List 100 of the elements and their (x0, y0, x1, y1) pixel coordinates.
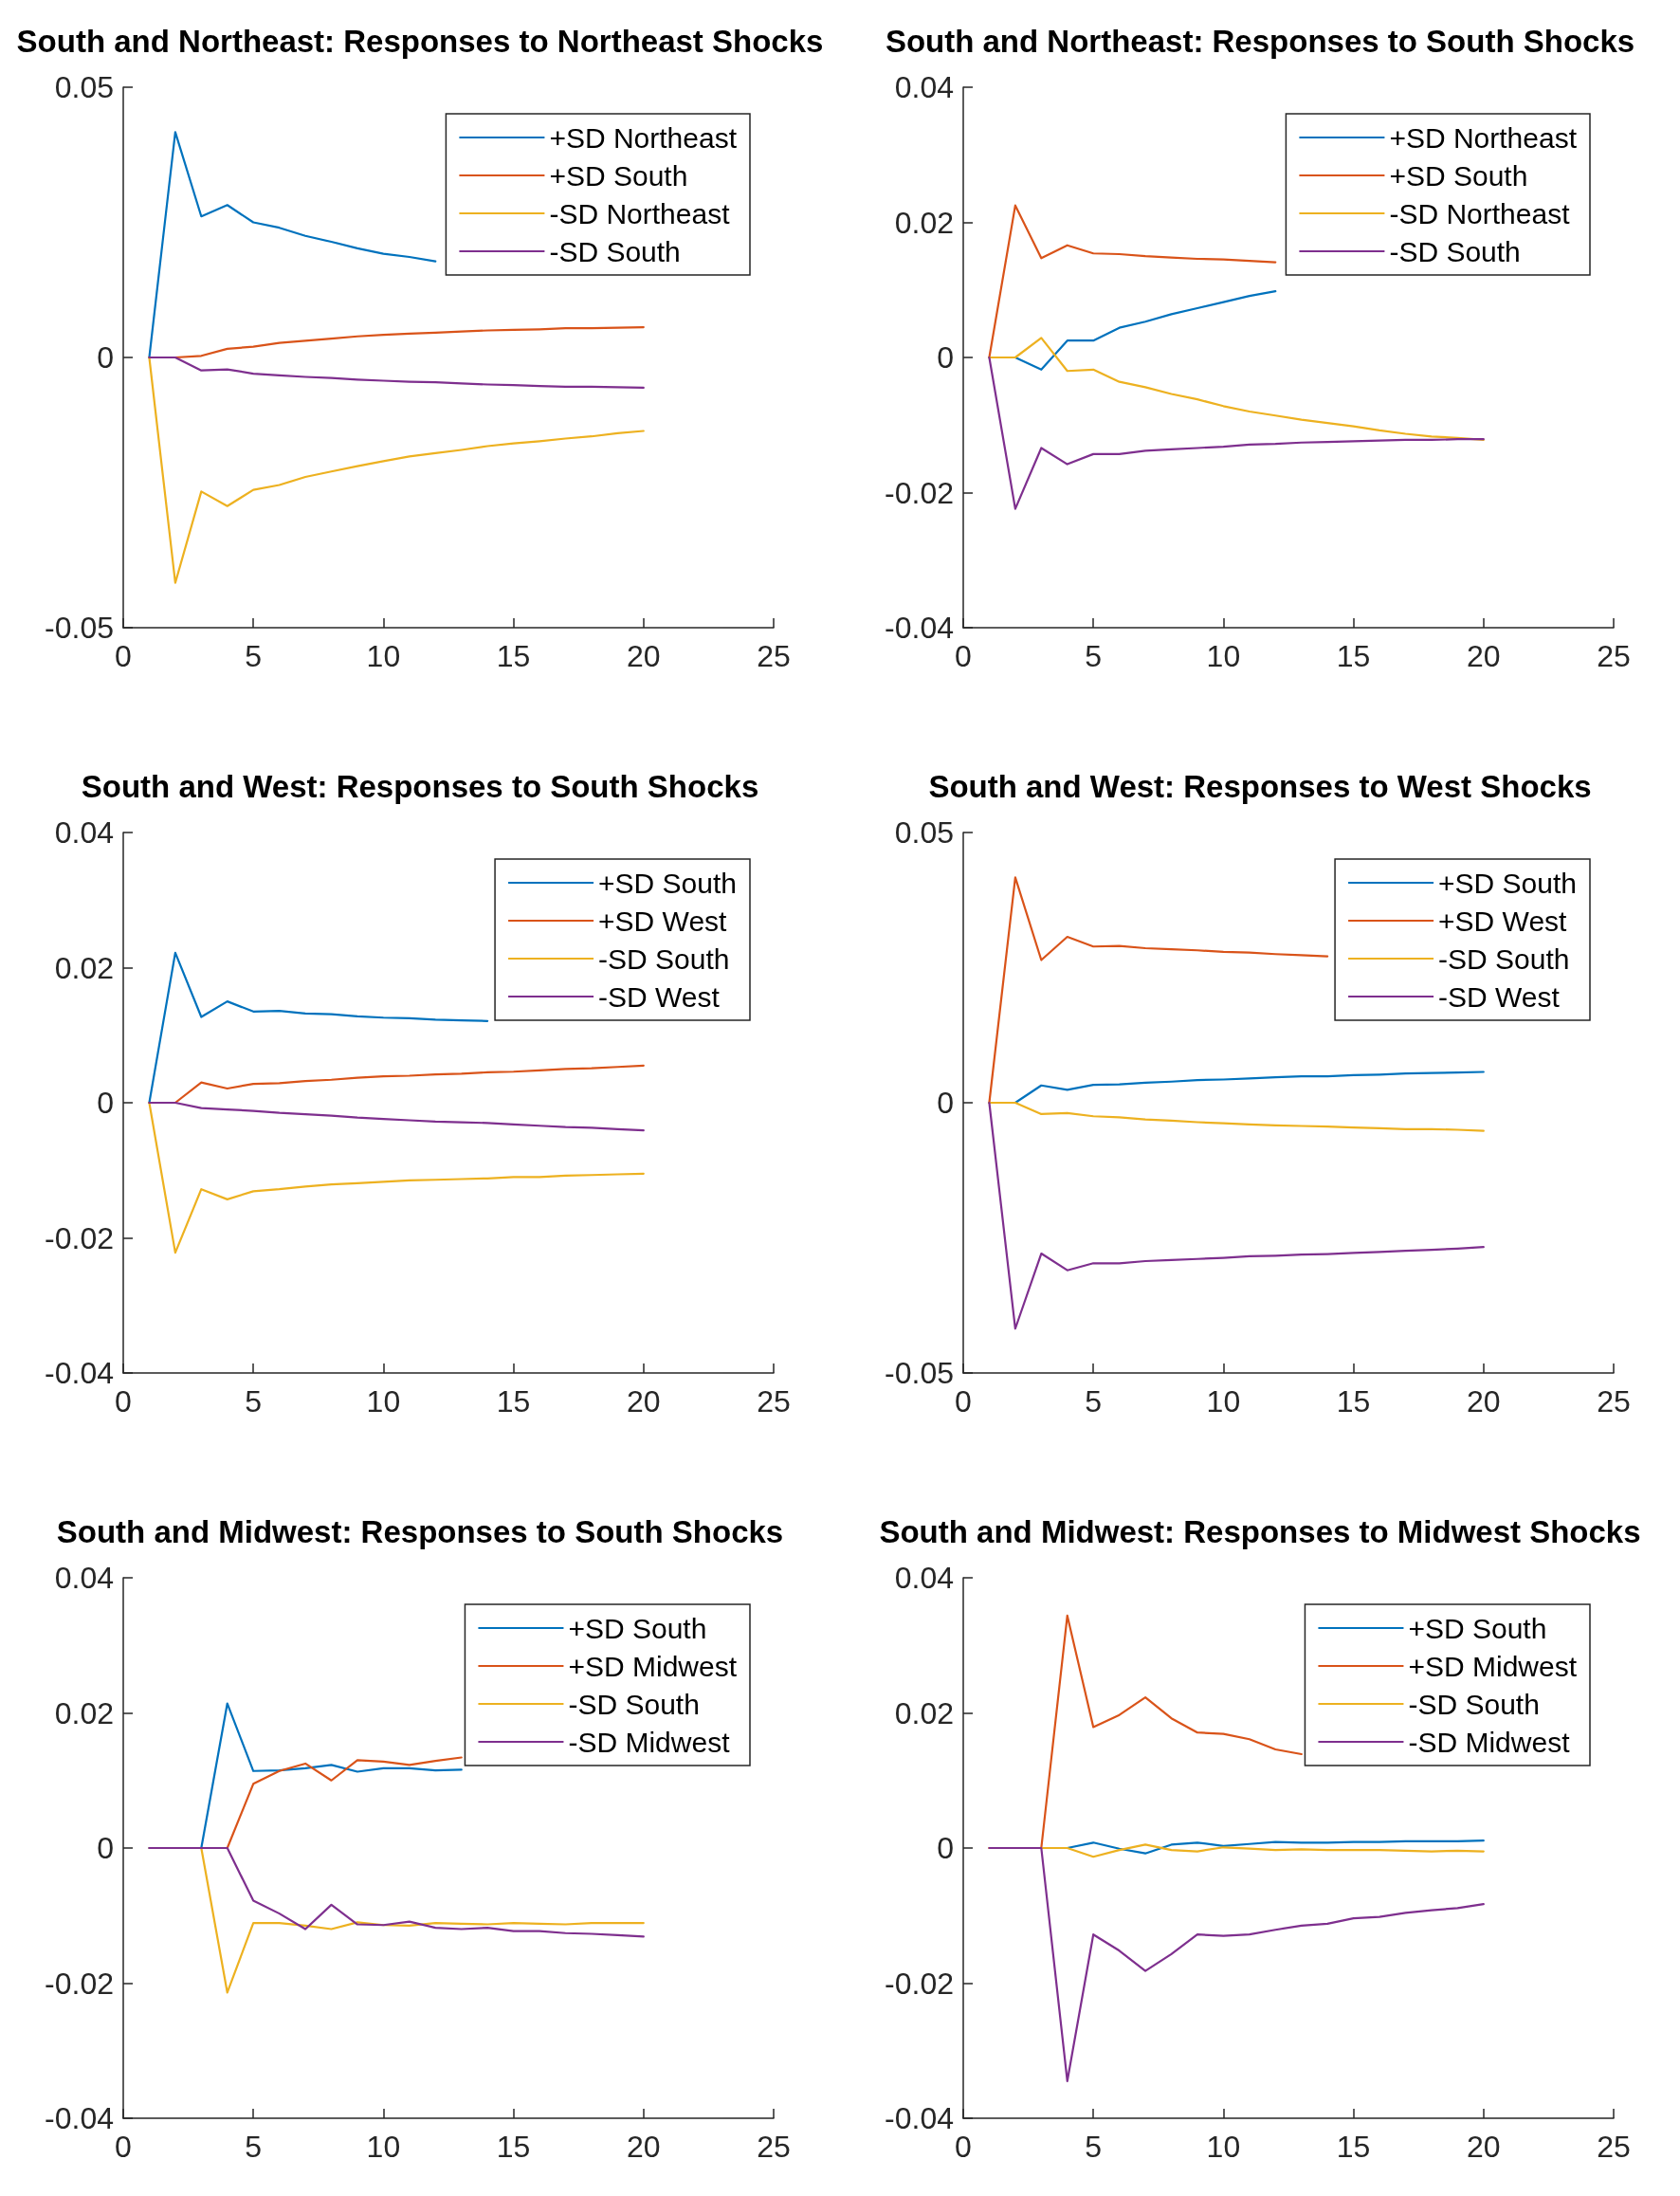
legend-label: +SD South (1389, 159, 1528, 192)
y-tick-label: -0.02 (885, 1966, 954, 2001)
x-tick-label: 10 (366, 1384, 401, 1418)
y-tick-label: -0.02 (45, 1220, 114, 1255)
x-tick-label: 15 (1336, 1384, 1371, 1418)
legend-label: -SD West (1438, 980, 1561, 1013)
y-tick-label: -0.05 (885, 1356, 954, 1390)
y-tick-label: 0 (97, 1831, 114, 1865)
legend-label: +SD South (598, 867, 738, 899)
legend-label: -SD South (549, 235, 681, 267)
y-tick-label: 0 (97, 1086, 114, 1120)
x-tick-label: 10 (366, 639, 401, 673)
line-series (148, 1846, 645, 1938)
legend-label: -SD Northeast (549, 197, 731, 229)
chart-title: South and West: Responses to West Shocks (928, 769, 1592, 804)
x-tick-label: 20 (1467, 639, 1501, 673)
y-tick-label: 0.02 (54, 950, 114, 985)
x-tick-label: 10 (366, 2130, 401, 2164)
legend-label: +SD South (549, 159, 688, 192)
line-series (148, 1101, 645, 1254)
legend-label: -SD Midwest (1408, 1726, 1571, 1758)
y-tick-label: 0.02 (54, 1695, 114, 1730)
line-series (988, 1101, 1485, 1132)
chart-title: South and Midwest: Responses to Midwest Shocks (879, 1514, 1641, 1549)
legend-label: -SD Midwest (568, 1726, 731, 1758)
x-tick-label: 20 (627, 2130, 661, 2164)
chart-title: South and West: Responses to South Shocks (81, 769, 759, 804)
x-tick-label: 15 (496, 1384, 531, 1418)
y-tick-label: 0 (937, 340, 954, 375)
legend-label: +SD West (1438, 905, 1568, 937)
y-tick-label: 0.02 (894, 1695, 954, 1730)
y-tick-label: 0.04 (894, 70, 954, 104)
y-tick-label: -0.04 (885, 611, 954, 645)
line-series (988, 356, 1485, 510)
y-tick-label: -0.04 (45, 2101, 114, 2135)
x-tick-label: 5 (1085, 639, 1103, 673)
x-tick-label: 25 (1597, 639, 1631, 673)
x-tick-label: 25 (1597, 1384, 1631, 1418)
y-tick-label: -0.04 (885, 2101, 954, 2135)
x-tick-label: 10 (1206, 639, 1241, 673)
legend-label: +SD Northeast (549, 121, 738, 154)
y-tick-label: -0.02 (45, 1966, 114, 2001)
y-tick-label: 0 (937, 1086, 954, 1120)
y-tick-label: 0.05 (894, 815, 954, 850)
chart-title: South and Northeast: Responses to South Shocks (885, 24, 1635, 59)
x-tick-label: 15 (496, 639, 531, 673)
legend-label: +SD Midwest (1408, 1650, 1578, 1682)
y-tick-label: -0.02 (885, 475, 954, 510)
x-tick-label: 5 (1085, 2130, 1103, 2164)
y-tick-label: 0.04 (54, 815, 114, 850)
line-series (988, 1101, 1485, 1330)
line-series (148, 356, 645, 390)
x-tick-label: 15 (1336, 2130, 1371, 2164)
chart-title: South and Midwest: Responses to South Shocks (56, 1514, 784, 1549)
x-tick-label: 20 (1467, 2130, 1501, 2164)
x-tick-label: 15 (1336, 639, 1371, 673)
x-tick-label: 25 (757, 1384, 791, 1418)
line-series (988, 1846, 1485, 2082)
legend-label: -SD South (1438, 942, 1570, 975)
legend-label: +SD South (568, 1612, 707, 1644)
x-tick-label: 25 (1597, 2130, 1631, 2164)
legend-label: +SD West (598, 905, 728, 937)
legend-label: +SD South (1408, 1612, 1547, 1644)
y-tick-label: 0 (937, 1831, 954, 1865)
line-series (148, 131, 437, 359)
line-series (148, 1101, 645, 1132)
legend-label: +SD Midwest (568, 1650, 738, 1682)
legend-label: -SD Northeast (1389, 197, 1571, 229)
y-tick-label: 0 (97, 340, 114, 375)
y-tick-label: 0.04 (894, 1561, 954, 1595)
x-tick-label: 15 (496, 2130, 531, 2164)
legend-label: +SD Northeast (1389, 121, 1578, 154)
chart-title: South and Northeast: Responses to Northeast Shocks (16, 24, 824, 59)
x-tick-label: 20 (627, 1384, 661, 1418)
x-tick-label: 25 (757, 639, 791, 673)
y-tick-label: 0.05 (54, 70, 114, 104)
legend-label: -SD South (1389, 235, 1521, 267)
x-tick-label: 25 (757, 2130, 791, 2164)
line-series (148, 951, 489, 1105)
legend-label: -SD South (1408, 1688, 1540, 1720)
x-tick-label: 20 (1467, 1384, 1501, 1418)
line-series (988, 204, 1277, 359)
line-series (988, 876, 1329, 1105)
x-tick-label: 5 (1085, 1384, 1103, 1418)
legend-label: -SD West (598, 980, 721, 1013)
line-series (148, 356, 645, 584)
legend-label: +SD South (1438, 867, 1578, 899)
legend-label: -SD South (598, 942, 730, 975)
y-tick-label: -0.04 (45, 1356, 114, 1390)
x-tick-label: 10 (1206, 2130, 1241, 2164)
legend-label: -SD South (568, 1688, 700, 1720)
x-tick-label: 5 (245, 639, 263, 673)
x-tick-label: 20 (627, 639, 661, 673)
x-tick-label: 5 (245, 1384, 263, 1418)
x-tick-label: 10 (1206, 1384, 1241, 1418)
y-tick-label: 0.04 (54, 1561, 114, 1595)
x-tick-label: 5 (245, 2130, 263, 2164)
y-tick-label: 0.02 (894, 205, 954, 240)
line-series (988, 337, 1485, 442)
y-tick-label: -0.05 (45, 611, 114, 645)
